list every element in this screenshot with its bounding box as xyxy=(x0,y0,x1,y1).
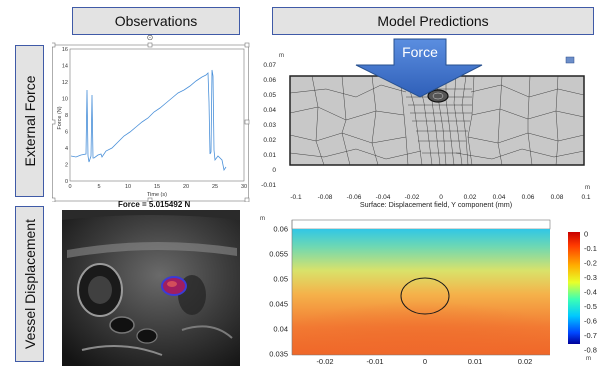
colorbar-tick: -0.1 xyxy=(584,244,597,253)
field-x-tick: 0 xyxy=(423,357,427,366)
force-x-tick: 20 xyxy=(183,184,189,190)
mesh-y-tick: 0.05 xyxy=(263,92,276,99)
field-x-tick: -0.01 xyxy=(366,357,383,366)
mesh-plot: m m 0.07 0.06 0.05 0.04 0.03 0.02 0.01 0 -0.01 -… xyxy=(261,53,591,209)
colorbar-tick: -0.6 xyxy=(584,317,597,326)
mesh-toolbar-icon[interactable] xyxy=(565,56,575,64)
colorbar-tick: -0.2 xyxy=(584,259,597,268)
field-top-band xyxy=(291,219,551,230)
field-x-tick: -0.02 xyxy=(316,357,333,366)
force-y-tick: 6 xyxy=(65,130,68,136)
observations-header: Observations xyxy=(72,7,240,35)
field-x-ticks: -0.02 -0.01 0 0.01 0.02 xyxy=(316,357,532,366)
mesh-y-tick: -0.01 xyxy=(261,182,276,189)
force-x-tick: 15 xyxy=(154,184,160,190)
force-arrow-label: Force xyxy=(402,44,438,60)
mesh-y-tick: 0 xyxy=(272,167,276,174)
mesh-x-tick: -0.06 xyxy=(347,194,362,201)
force-x-tick: 30 xyxy=(241,184,247,190)
ultrasound-force-caption: Force = 5.015492 N xyxy=(118,200,191,209)
external-force-side-label: External Force xyxy=(15,45,44,197)
model-predictions-header: Model Predictions xyxy=(272,7,594,35)
field-vessel-outline xyxy=(400,277,450,315)
mesh-x-ticks: -0.1 -0.08 -0.06 -0.04 -0.02 0 0.02 0.04 0.06 0.0… xyxy=(290,194,590,201)
mesh-unit-label: m xyxy=(279,53,284,59)
force-x-tick: 5 xyxy=(97,184,100,190)
colorbar-tick: -0.3 xyxy=(584,273,597,282)
force-y-tick: 14 xyxy=(62,64,68,70)
force-y-tick: 10 xyxy=(62,97,68,103)
force-y-tick: 4 xyxy=(65,146,68,152)
colorbar-tick: -0.7 xyxy=(584,331,597,340)
mesh-y-tick: 0.06 xyxy=(263,77,276,84)
colorbar-ticks: 0 -0.1 -0.2 -0.3 -0.4 -0.5 -0.6 -0.7 -0.8 xyxy=(584,230,597,355)
field-x-tick: 0.02 xyxy=(518,357,533,366)
mesh-y-tick: 0.04 xyxy=(263,107,276,114)
field-y-tick: 0.035 xyxy=(269,350,288,359)
field-unit-label: m xyxy=(260,216,265,222)
model-predictions-title: Model Predictions xyxy=(377,13,489,29)
field-y-tick: 0.055 xyxy=(269,250,288,259)
vessel-displacement-side-label: Vessel Displacement xyxy=(15,206,44,362)
mesh-x-tick: 0.08 xyxy=(551,194,564,201)
field-y-ticks: 0.06 0.055 0.05 0.045 0.04 0.035 xyxy=(269,225,288,359)
field-y-tick: 0.06 xyxy=(273,225,288,234)
mesh-x-tick: -0.08 xyxy=(318,194,333,201)
force-y-tick: 8 xyxy=(65,113,68,119)
mesh-vessel xyxy=(427,89,449,103)
force-x-axis-label: Time (s) xyxy=(147,192,167,198)
force-y-tick: 2 xyxy=(65,163,68,169)
mesh-y-tick: 0.02 xyxy=(263,137,276,144)
mesh-x-tick: -0.04 xyxy=(376,194,391,201)
field-x-unit-label: m xyxy=(586,356,591,362)
mesh-x-unit-label: m xyxy=(585,185,590,191)
mesh-x-tick: 0.1 xyxy=(581,194,590,201)
force-y-ticks: 0 2 4 6 8 10 12 14 16 xyxy=(62,47,68,185)
settings-glyph-icon: ⊙ xyxy=(147,33,154,42)
mesh-x-tick: -0.02 xyxy=(405,194,420,201)
force-y-tick: 16 xyxy=(62,47,68,53)
force-x-tick: 0 xyxy=(68,184,71,190)
colorbar-tick: -0.5 xyxy=(584,302,597,311)
mesh-x-tick: 0.04 xyxy=(493,194,506,201)
force-signal-line xyxy=(70,69,227,172)
force-y-tick: 12 xyxy=(62,80,68,86)
mesh-y-ticks: 0.07 0.06 0.05 0.04 0.03 0.02 0.01 0 -0.01 xyxy=(261,62,276,189)
force-x-tick: 10 xyxy=(125,184,131,190)
mesh-x-tick: 0.06 xyxy=(522,194,535,201)
field-y-tick: 0.04 xyxy=(273,325,288,334)
field-plot-title: Surface: Displacement field, Y component… xyxy=(360,200,512,209)
ultrasound-image xyxy=(62,210,240,366)
colorbar-tick: 0 xyxy=(584,230,588,239)
colorbar-tick: -0.4 xyxy=(584,288,597,297)
force-y-axis-label: Force (N) xyxy=(57,106,63,129)
field-y-tick: 0.05 xyxy=(273,275,288,284)
external-force-label: External Force xyxy=(21,75,38,167)
selection-handles xyxy=(52,42,250,202)
force-x-ticks: 0 5 10 15 20 25 30 xyxy=(68,184,247,190)
mesh-x-tick: 0.02 xyxy=(464,194,477,201)
mesh-x-tick: -0.1 xyxy=(290,194,302,201)
field-y-tick: 0.045 xyxy=(269,300,288,309)
colorbar xyxy=(568,232,580,344)
observations-title: Observations xyxy=(114,13,198,29)
vessel-displacement-label: Vessel Displacement xyxy=(21,219,38,349)
force-arrow: Force xyxy=(355,38,483,98)
mesh-y-tick: 0.01 xyxy=(263,152,276,159)
mesh-lines xyxy=(289,75,585,166)
colorbar-tick: -0.8 xyxy=(584,346,597,355)
force-y-tick: 0 xyxy=(65,179,68,185)
mesh-x-tick: 0 xyxy=(439,194,443,201)
force-x-tick: 25 xyxy=(212,184,218,190)
force-time-plot: ⊙ 0 2 4 6 8 10 12 14 16 0 5 10 15 20 25 30 Force (N) T… xyxy=(52,33,250,202)
mesh-y-tick: 0.07 xyxy=(263,62,276,69)
field-x-tick: 0.01 xyxy=(468,357,483,366)
mesh-y-tick: 0.03 xyxy=(263,122,276,129)
